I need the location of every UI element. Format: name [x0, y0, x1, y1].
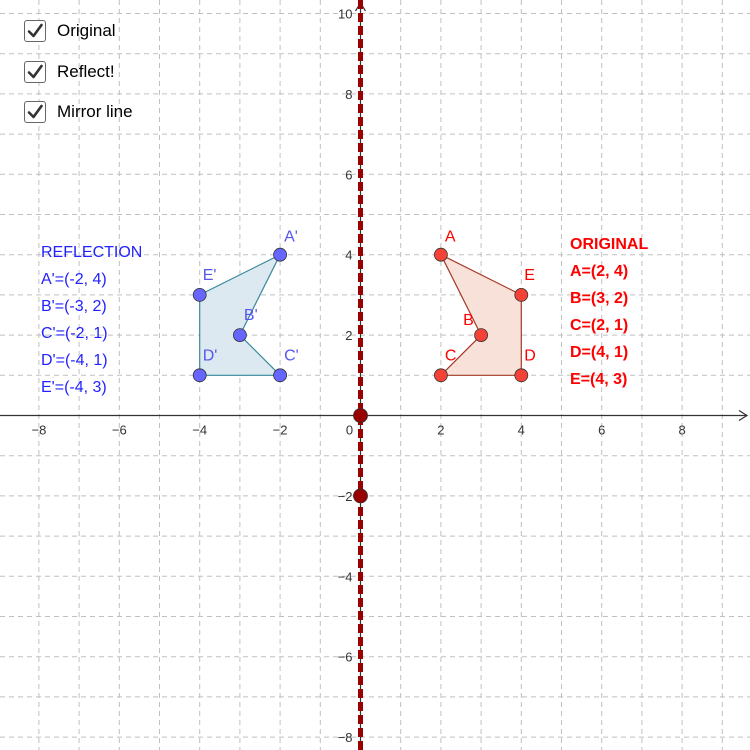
original-point-label: C [445, 347, 457, 364]
checkmark-icon [27, 104, 43, 119]
original-shape: A B C D E [433, 229, 536, 383]
reflection-polygon[interactable] [199, 253, 282, 376]
reflection-shape: A' B' C' D' E' [192, 229, 299, 383]
reflection-coordinate-b: B'=(-3, 2) [41, 298, 107, 315]
y-tick-label: 2 [345, 328, 352, 343]
original-coordinate-c: C=(2, 1) [570, 317, 629, 334]
original-point-a[interactable] [433, 247, 448, 262]
reflection-point-label: B' [244, 307, 258, 324]
original-point-c[interactable] [433, 368, 448, 383]
reflection-coordinate-e: E'=(-4, 3) [41, 379, 107, 396]
original-point-e[interactable] [514, 287, 529, 302]
reflection-coordinates-panel: REFLECTION A'=(-2, 4) B'=(-3, 2) C'=(-2,… [41, 239, 142, 401]
checkbox-original-label: Original [57, 21, 116, 40]
checkbox-reflect-label: Reflect! [57, 62, 115, 81]
tick-labels: −8 −6 −4 −2 0 2 4 6 8 10 8 6 4 2 −2 −4 −6 −8 [31, 7, 685, 746]
checkbox-mirror-line-box[interactable] [24, 101, 46, 123]
y-tick-label: 4 [345, 248, 352, 263]
original-point-label: D [524, 347, 536, 364]
original-coordinate-a: A=(2, 4) [570, 263, 629, 280]
checkmark-icon [27, 64, 43, 79]
original-point-label: A [445, 229, 456, 246]
reflection-point-label: D' [203, 347, 218, 364]
mirror-line[interactable] [353, 0, 368, 750]
reflection-point-label: C' [284, 347, 299, 364]
x-tick-label: 8 [678, 423, 685, 438]
original-point-d[interactable] [514, 368, 529, 383]
checkbox-mirror-line-label: Mirror line [57, 102, 133, 121]
checkbox-original-box[interactable] [24, 20, 46, 42]
x-axis-arrow-icon [738, 409, 749, 422]
x-tick-label: 4 [518, 423, 525, 438]
x-tick-label: −2 [273, 423, 288, 438]
mirror-line-point-2[interactable] [353, 488, 368, 504]
original-point-label: E [524, 267, 535, 284]
reflection-coordinate-a: A'=(-2, 4) [41, 271, 107, 288]
x-tick-label: −8 [31, 423, 46, 438]
y-tick-label: 10 [338, 7, 352, 22]
y-tick-label: 8 [345, 87, 352, 102]
reflection-point-c[interactable] [273, 368, 288, 383]
original-coordinates-panel: ORIGINAL A=(2, 4) B=(3, 2) C=(2, 1) D=(4… [570, 231, 648, 393]
original-coordinate-e: E=(4, 3) [570, 371, 628, 388]
y-tick-label: −4 [338, 569, 353, 584]
y-tick-label: −6 [338, 650, 353, 665]
reflection-point-b[interactable] [232, 328, 247, 343]
reflection-point-label: A' [284, 229, 298, 246]
reflection-coordinate-d: D'=(-4, 1) [41, 352, 108, 369]
y-tick-label: −8 [338, 730, 353, 745]
checkbox-reflect[interactable]: Reflect! [24, 61, 115, 83]
checkbox-mirror-line[interactable]: Mirror line [24, 101, 133, 123]
x-tick-label: −6 [112, 423, 127, 438]
reflection-title: REFLECTION [41, 244, 143, 261]
y-tick-label: −2 [338, 489, 353, 504]
x-tick-label: 6 [598, 423, 605, 438]
reflection-point-e[interactable] [192, 287, 207, 302]
original-title: ORIGINAL [570, 236, 649, 253]
original-polygon[interactable] [439, 253, 522, 376]
x-tick-label: −4 [192, 423, 207, 438]
reflection-point-a[interactable] [273, 247, 288, 262]
reflection-point-d[interactable] [192, 368, 207, 383]
original-point-label: B [463, 312, 474, 329]
original-coordinate-b: B=(3, 2) [570, 290, 629, 307]
original-coordinate-d: D=(4, 1) [570, 344, 629, 361]
x-tick-label: 0 [346, 423, 353, 438]
checkbox-original[interactable]: Original [24, 20, 116, 42]
x-tick-label: 2 [437, 423, 444, 438]
checkmark-icon [27, 23, 43, 38]
mirror-line-point-1[interactable] [353, 408, 368, 423]
reflection-point-label: E' [203, 267, 217, 284]
reflection-coordinate-c: C'=(-2, 1) [41, 325, 108, 342]
y-tick-label: 6 [345, 167, 352, 182]
original-point-b[interactable] [474, 328, 489, 343]
checkbox-reflect-box[interactable] [24, 61, 46, 83]
